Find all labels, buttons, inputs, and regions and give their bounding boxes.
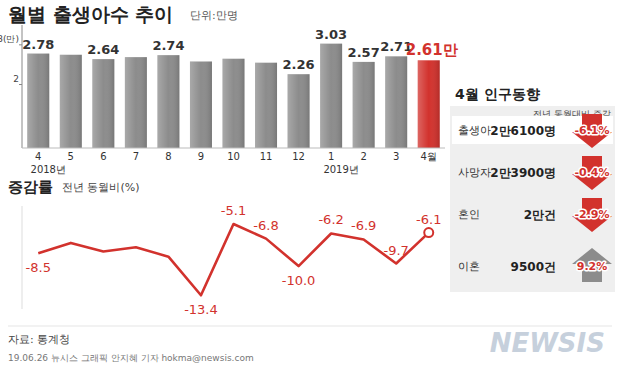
data-label: 2.64 (87, 42, 119, 57)
bar-shade (418, 60, 440, 148)
chart-title: 월별 출생아수 추이 (8, 3, 173, 25)
panel-box (450, 106, 615, 292)
row-change: -2.9% (574, 208, 609, 221)
y-tick-label: 2 (13, 74, 19, 84)
bar-shade (60, 55, 82, 148)
data-label: -6.8 (253, 218, 278, 233)
x-tick-label: 6 (100, 151, 106, 162)
row-change: 9.2% (577, 260, 608, 273)
data-label: -8.5 (26, 260, 51, 275)
x-tick-label: 11 (260, 151, 273, 162)
bars (27, 44, 439, 148)
bar (223, 59, 245, 148)
bar (288, 74, 310, 148)
bar-shade (27, 54, 49, 148)
bar-shade (125, 57, 147, 148)
bar (320, 44, 342, 148)
x-tick-label: 1 (328, 151, 334, 162)
data-label: -9.7 (384, 243, 409, 258)
bar (385, 56, 407, 148)
annotation: 2019년 (323, 164, 358, 175)
footer-rule (8, 326, 612, 327)
row-value: 2만6100명 (490, 124, 556, 138)
data-label: 2.57 (348, 45, 380, 60)
data-label: -10.0 (282, 273, 316, 288)
x-tick-label: 9 (198, 151, 204, 162)
bar (157, 55, 179, 148)
chart-subtitle: 단위:만명 (190, 9, 238, 22)
row-value: 2만3900명 (490, 166, 556, 180)
annotation: 2018년 (31, 164, 66, 175)
y-axis (22, 206, 23, 309)
bar-shade (223, 59, 245, 148)
logo: NEWSIS (490, 328, 605, 358)
data-label: 3.03 (315, 27, 347, 42)
bar (255, 63, 277, 148)
row-label: 혼인 (458, 208, 480, 221)
bar (418, 60, 440, 148)
data-label: -13.4 (184, 302, 218, 317)
data-label: 2.61만 (406, 41, 458, 59)
arrow-up (572, 248, 612, 282)
bar (190, 62, 212, 148)
row-value: 9500건 (511, 260, 556, 274)
bar-shade (385, 56, 407, 148)
bar (60, 55, 82, 148)
bar-shade (157, 55, 179, 148)
bar-shade (353, 62, 375, 148)
page: {"chart_data": [ {"type": "bar", "title"… (0, 0, 620, 368)
data-label: 2.26 (283, 57, 315, 72)
x-tick-label: 12 (292, 151, 305, 162)
arrow-down (572, 198, 612, 232)
bar (353, 62, 375, 148)
arrow-down (572, 114, 612, 148)
x-tick-label: 5 (68, 151, 74, 162)
row-value: 2만건 (524, 208, 556, 222)
bar-shade (320, 44, 342, 148)
line (38, 224, 428, 295)
bar (92, 59, 114, 148)
x-tick-label: 4월 (421, 151, 437, 162)
y-tick (19, 84, 22, 85)
data-label: -5.1 (221, 203, 246, 218)
bar-shade (92, 59, 114, 148)
credit: 19.06.26 뉴시스 그래픽 안지혜 기자 hokma@newsis.com (8, 353, 254, 363)
bar-shade (255, 63, 277, 148)
data-label: -6.2 (318, 212, 343, 227)
y-tick-label: 3(만) (0, 34, 19, 44)
x-tick-label: 8 (165, 151, 171, 162)
row-label: 사망자 (458, 166, 491, 179)
x-tick-label: 3 (393, 151, 399, 162)
bar (27, 54, 49, 148)
bar (125, 57, 147, 148)
end-marker (424, 228, 433, 237)
source: 자료: 통계청 (8, 333, 70, 346)
x-tick-label: 10 (227, 151, 240, 162)
x-tick-label: 4 (35, 151, 41, 162)
row-label: 이혼 (458, 260, 480, 273)
row-change: -6.1% (574, 124, 609, 137)
data-label: -6.9 (351, 218, 376, 233)
x-axis (22, 148, 445, 149)
row-label: 출생아 (458, 124, 491, 137)
line-group (38, 224, 433, 295)
data-label: -6.1 (416, 212, 441, 227)
data-label: 2.78 (22, 37, 54, 52)
bar-shade (288, 74, 310, 148)
bar-shade (190, 62, 212, 148)
chart-title: 증감률 (8, 178, 53, 196)
chart-subtitle: 전년 동월비(%) (62, 181, 140, 194)
arrow-down (572, 156, 612, 190)
row-change: -0.4% (574, 166, 609, 179)
data-label: 2.74 (152, 38, 184, 53)
x-tick-label: 2 (360, 151, 366, 162)
panel-title: 4월 인구동향 (455, 86, 540, 102)
chart-canvas: 월별 출생아수 추이단위:만명23(만)4567891011121234월201… (0, 0, 620, 368)
x-tick-label: 7 (133, 151, 139, 162)
